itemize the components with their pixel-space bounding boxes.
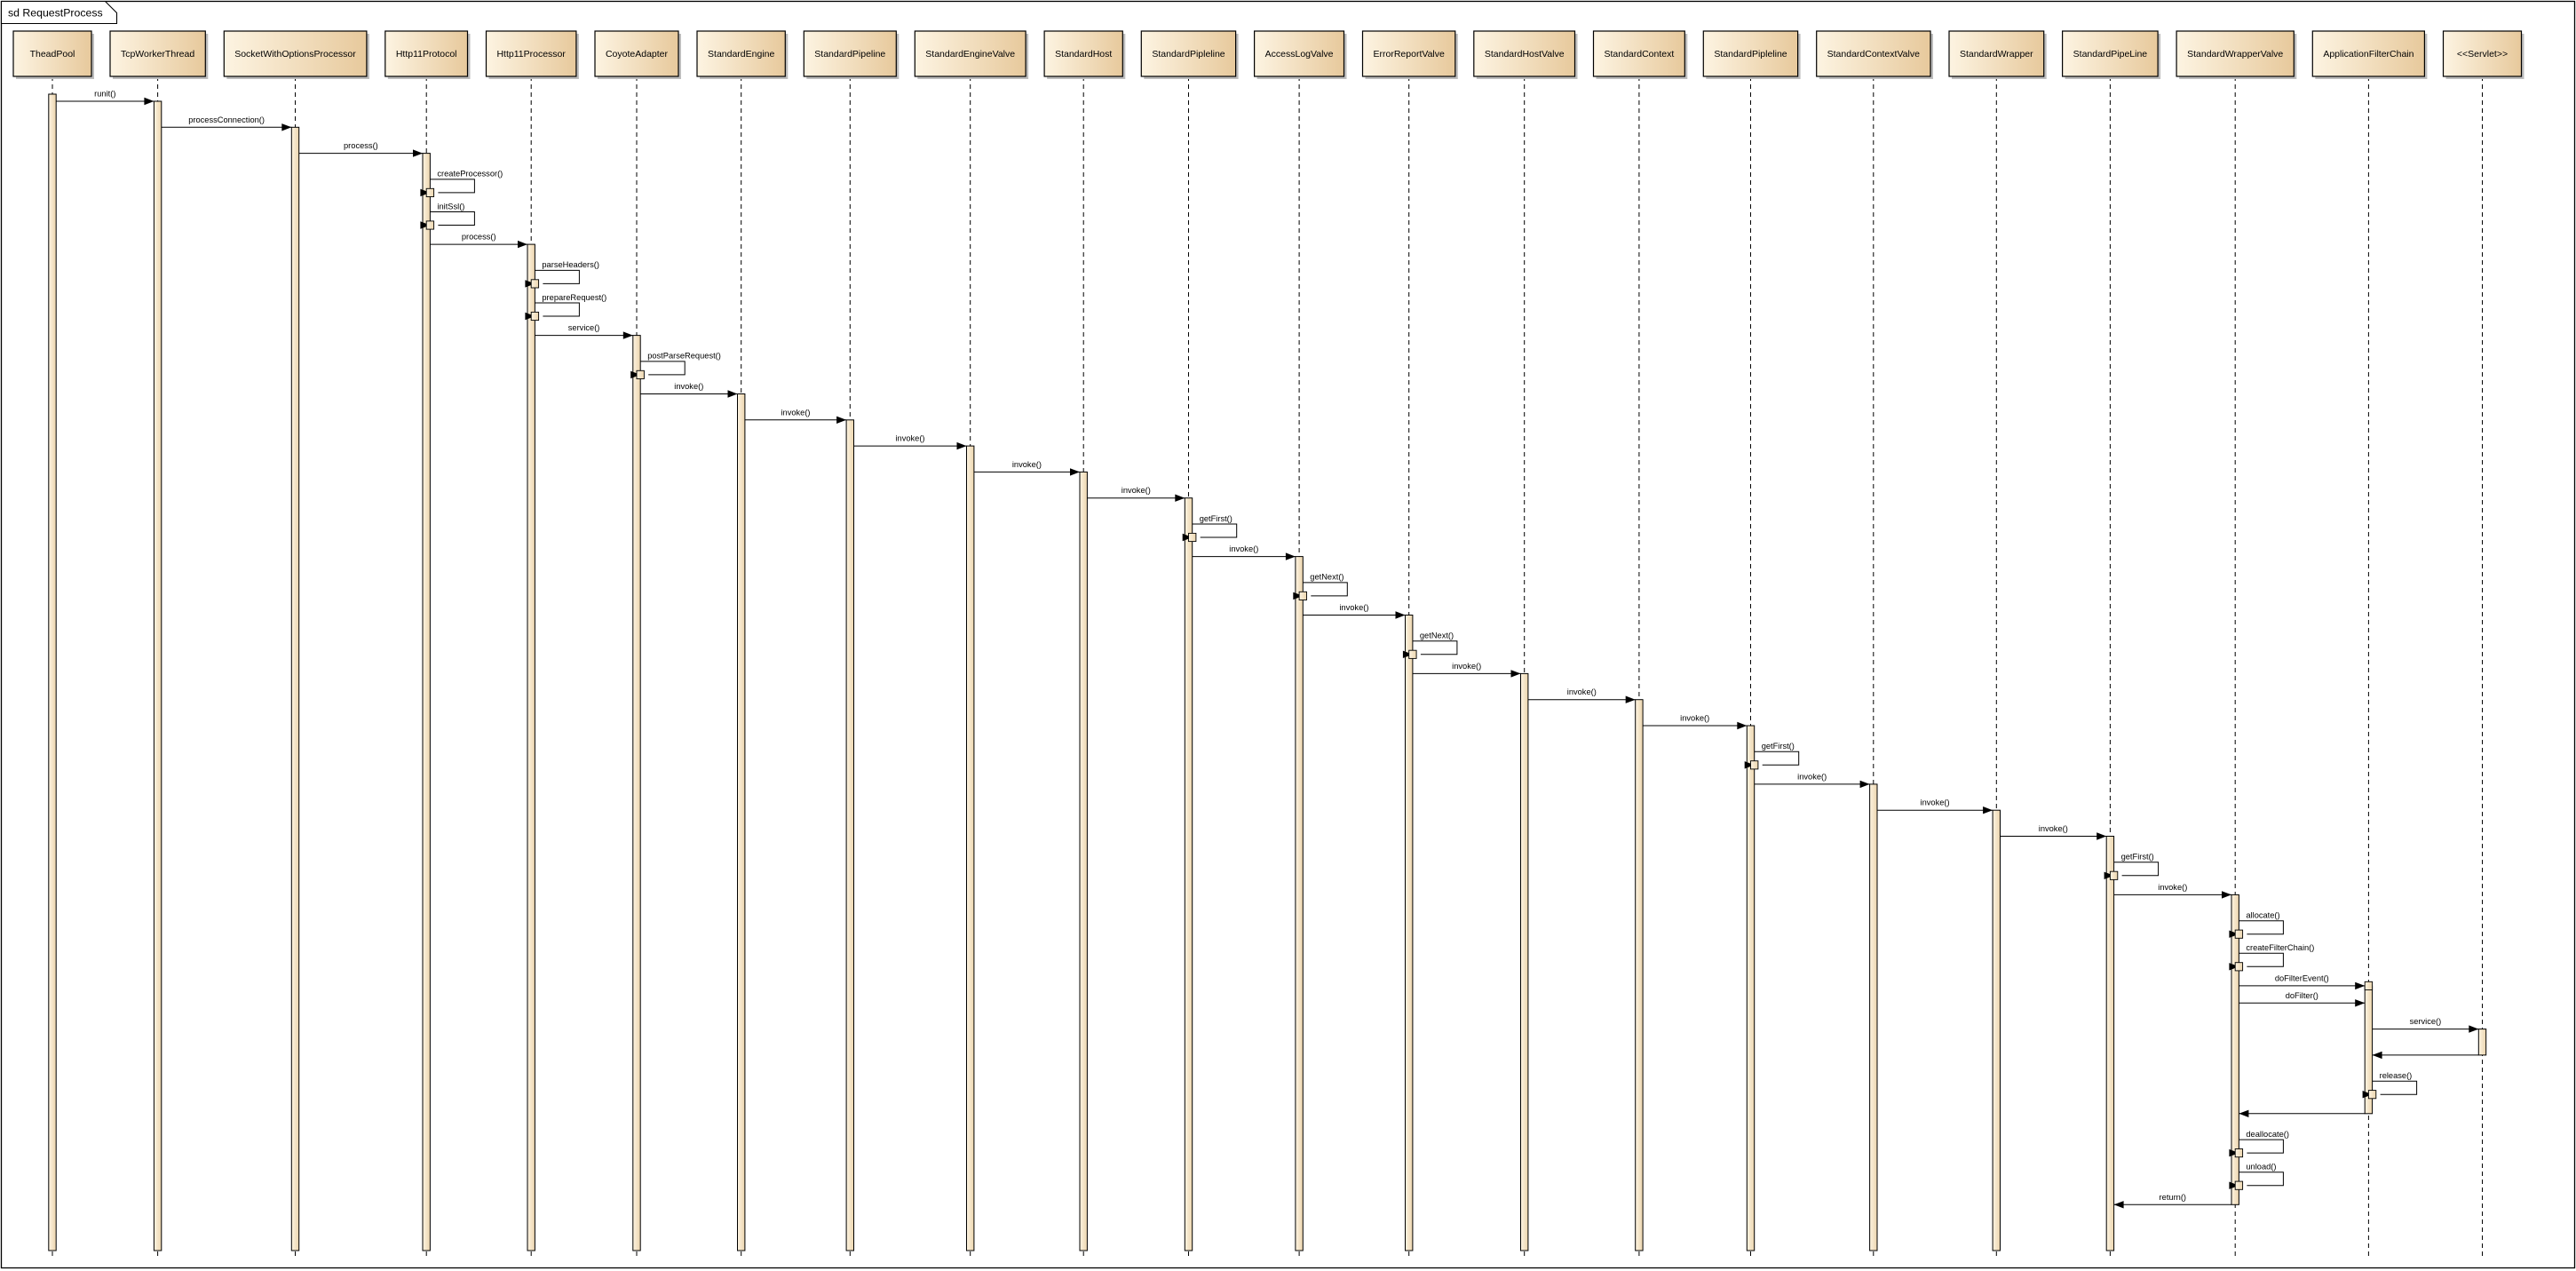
svg-text:StandardEngine: StandardEngine: [708, 49, 774, 60]
svg-text:unload(): unload(): [2246, 1163, 2276, 1172]
svg-text:StandardPipeline: StandardPipeline: [814, 49, 885, 60]
svg-text:invoke(): invoke(): [1797, 772, 1827, 781]
svg-text:invoke(): invoke(): [1339, 603, 1368, 612]
svg-text:invoke(): invoke(): [1012, 460, 1042, 469]
svg-text:TcpWorkerThread: TcpWorkerThread: [121, 49, 194, 60]
svg-text:invoke(): invoke(): [2158, 883, 2187, 892]
svg-text:sd RequestProcess: sd RequestProcess: [8, 7, 103, 20]
svg-text:ApplicationFilterChain: ApplicationFilterChain: [2323, 49, 2414, 60]
svg-text:createProcessor(): createProcessor(): [437, 170, 503, 179]
svg-text:processConnection(): processConnection(): [188, 115, 265, 124]
svg-text:initSsl(): initSsl(): [437, 202, 464, 211]
svg-text:Http11Processor: Http11Processor: [496, 49, 566, 60]
svg-text:invoke(): invoke(): [1122, 486, 1151, 495]
svg-text:doFilterEvent(): doFilterEvent(): [2275, 973, 2329, 982]
svg-text:StandardContextValve: StandardContextValve: [1827, 49, 1920, 60]
svg-text:doFilter(): doFilter(): [2286, 991, 2318, 1000]
svg-text:Http11Protocol: Http11Protocol: [396, 49, 457, 60]
svg-text:AccessLogValve: AccessLogValve: [1265, 49, 1334, 60]
svg-text:CoyoteAdapter: CoyoteAdapter: [606, 49, 669, 60]
svg-text:getNext(): getNext(): [1420, 632, 1454, 640]
svg-text:deallocate(): deallocate(): [2246, 1130, 2289, 1139]
svg-text:process(): process(): [462, 233, 496, 242]
svg-text:service(): service(): [2410, 1017, 2442, 1026]
svg-text:SocketWithOptionsProcessor: SocketWithOptionsProcessor: [234, 49, 356, 60]
svg-text:invoke(): invoke(): [1229, 544, 1258, 553]
svg-text:getNext(): getNext(): [1310, 573, 1343, 582]
svg-text:service(): service(): [568, 323, 600, 332]
svg-text:release(): release(): [2380, 1071, 2413, 1080]
svg-text:StandardPipeLine: StandardPipeLine: [2073, 49, 2148, 60]
svg-text:StandardEngineValve: StandardEngineValve: [925, 49, 1015, 60]
svg-text:runit(): runit(): [94, 90, 115, 99]
svg-text:createFilterChain(): createFilterChain(): [2246, 943, 2314, 952]
svg-text:ErrorReportValve: ErrorReportValve: [1374, 49, 1445, 60]
svg-text:allocate(): allocate(): [2246, 911, 2279, 920]
svg-text:invoke(): invoke(): [1452, 662, 1481, 671]
svg-text:process(): process(): [344, 141, 378, 150]
svg-text:postParseRequest(): postParseRequest(): [647, 352, 721, 361]
svg-text:invoke(): invoke(): [1921, 798, 1950, 807]
svg-text:StandardWrapper: StandardWrapper: [1960, 49, 2033, 60]
svg-text:getFirst(): getFirst(): [1200, 514, 1233, 523]
svg-text:prepareRequest(): prepareRequest(): [542, 293, 606, 302]
svg-text:StandardHost: StandardHost: [1055, 49, 1112, 60]
svg-text:invoke(): invoke(): [1567, 687, 1597, 696]
svg-text:parseHeaders(): parseHeaders(): [542, 260, 599, 269]
svg-text:StandardWrapperValve: StandardWrapperValve: [2187, 49, 2283, 60]
svg-text:StandardPipleline: StandardPipleline: [1152, 49, 1225, 60]
svg-text:invoke(): invoke(): [1680, 714, 1709, 723]
svg-text:TheadPool: TheadPool: [30, 49, 75, 60]
svg-text:<<Servlet>>: <<Servlet>>: [2457, 49, 2508, 60]
svg-text:return(): return(): [2160, 1193, 2186, 1202]
svg-text:invoke(): invoke(): [2039, 824, 2068, 833]
svg-text:StandardPipleline: StandardPipleline: [1714, 49, 1787, 60]
svg-text:StandardHostValve: StandardHostValve: [1485, 49, 1565, 60]
svg-text:invoke(): invoke(): [674, 382, 703, 391]
svg-text:invoke(): invoke(): [781, 408, 810, 417]
svg-text:getFirst(): getFirst(): [1762, 742, 1795, 751]
svg-text:invoke(): invoke(): [895, 434, 924, 443]
svg-text:getFirst(): getFirst(): [2121, 853, 2154, 862]
svg-text:StandardContext: StandardContext: [1604, 49, 1674, 60]
